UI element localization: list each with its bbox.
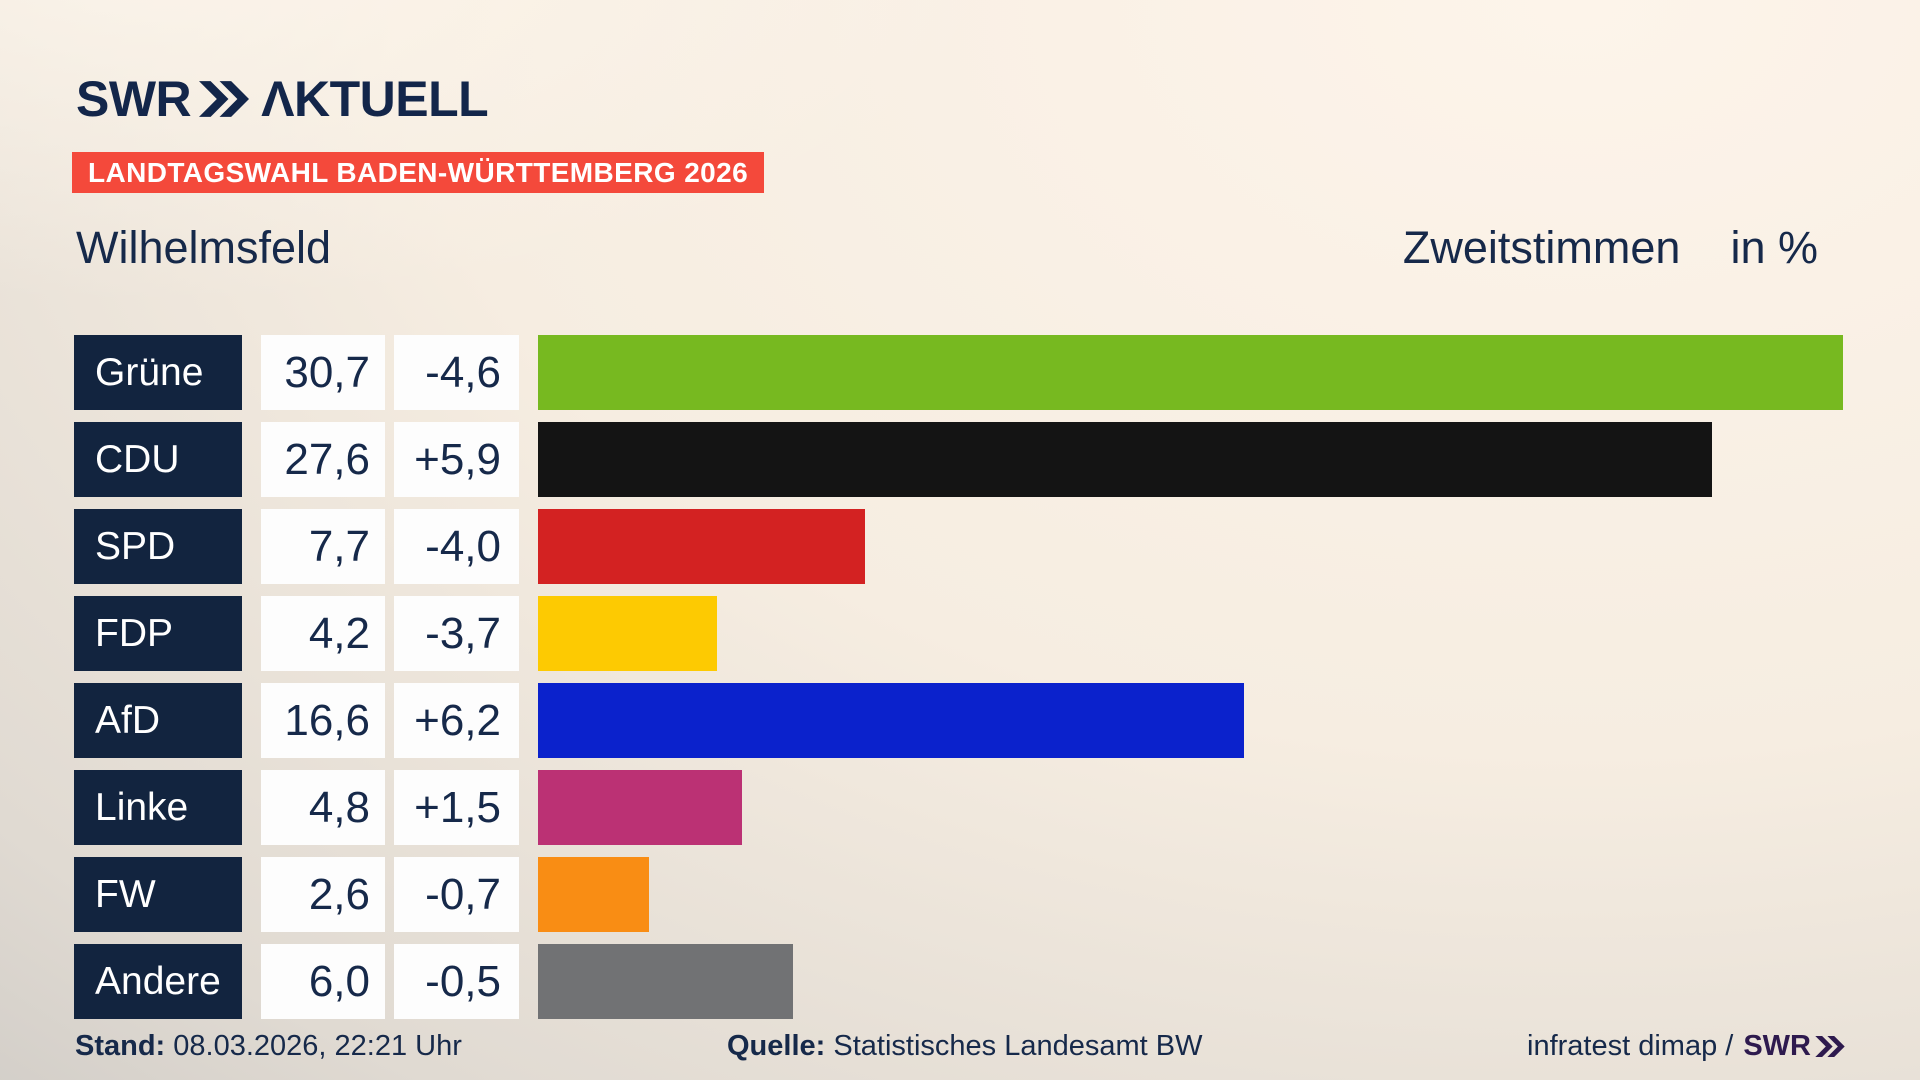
credit-text: infratest dimap /: [1527, 1030, 1734, 1062]
party-diff: -0,7: [394, 857, 519, 932]
chart-row-afd: AfD 16,6 +6,2: [74, 683, 1920, 758]
party-diff: -4,0: [394, 509, 519, 584]
results-bar-chart: Grüne 30,7 -4,6 CDU 27,6 +5,9 SPD 7,7 -4…: [74, 335, 1920, 1031]
swr-credit-logo-text: SWR: [1743, 1030, 1811, 1062]
party-label: CDU: [74, 422, 242, 497]
bar-track: [538, 683, 1920, 758]
source-value: Statistisches Landesamt BW: [833, 1030, 1203, 1062]
aktuell-logo-text: ΛKTUELL: [261, 71, 489, 127]
party-label: SPD: [74, 509, 242, 584]
party-value: 6,0: [261, 944, 385, 1019]
municipality-title: Wilhelmsfeld: [76, 222, 332, 273]
timestamp-value: 08.03.2026, 22:21 Uhr: [173, 1030, 462, 1062]
party-bar: [538, 944, 794, 1019]
party-diff: -4,6: [394, 335, 519, 410]
party-label: FDP: [74, 596, 242, 671]
swr-logo-text: SWR: [76, 71, 192, 127]
party-value: 7,7: [261, 509, 385, 584]
chart-row-gruene: Grüne 30,7 -4,6: [74, 335, 1920, 410]
party-bar: [538, 335, 1844, 410]
party-value: 27,6: [261, 422, 385, 497]
swr-aktuell-logo: SWR ΛKTUELL: [76, 70, 489, 128]
party-label: Andere: [74, 944, 242, 1019]
swr-credit-logo: SWR: [1743, 1030, 1845, 1063]
party-value: 2,6: [261, 857, 385, 932]
party-bar: [538, 857, 649, 932]
party-bar: [538, 509, 866, 584]
party-label: Grüne: [74, 335, 242, 410]
chart-row-fw: FW 2,6 -0,7: [74, 857, 1920, 932]
bar-track: [538, 596, 1920, 671]
source-label: Quelle:: [727, 1030, 826, 1062]
party-diff: -0,5: [394, 944, 519, 1019]
party-diff: +6,2: [394, 683, 519, 758]
bar-track: [538, 335, 1920, 410]
timestamp: Stand: 08.03.2026, 22:21 Uhr: [75, 1030, 462, 1063]
party-value: 4,2: [261, 596, 385, 671]
measure-unit: in %: [1730, 222, 1818, 273]
party-diff: +5,9: [394, 422, 519, 497]
party-bar: [538, 596, 717, 671]
bar-track: [538, 770, 1920, 845]
election-banner: LANDTAGSWAHL BADEN-WÜRTTEMBERG 2026: [72, 152, 765, 193]
bar-track: [538, 509, 1920, 584]
party-value: 30,7: [261, 335, 385, 410]
party-value: 16,6: [261, 683, 385, 758]
party-label: Linke: [74, 770, 242, 845]
timestamp-label: Stand:: [75, 1030, 166, 1062]
party-bar: [538, 422, 1712, 497]
chart-row-andere: Andere 6,0 -0,5: [74, 944, 1920, 1019]
bar-track: [538, 857, 1920, 932]
party-diff: -3,7: [394, 596, 519, 671]
chart-row-spd: SPD 7,7 -4,0: [74, 509, 1920, 584]
source: Quelle: Statistisches Landesamt BW: [727, 1030, 1202, 1063]
chart-row-cdu: CDU 27,6 +5,9: [74, 422, 1920, 497]
party-bar: [538, 683, 1244, 758]
bar-track: [538, 944, 1920, 1019]
measure-title: Zweitstimmen in %: [1403, 222, 1818, 274]
party-label: FW: [74, 857, 242, 932]
swr-credit-chevrons-icon: [1815, 1036, 1845, 1057]
swr-logo-chevrons-icon: [199, 81, 250, 117]
chart-row-linke: Linke 4,8 +1,5: [74, 770, 1920, 845]
party-value: 4,8: [261, 770, 385, 845]
chart-row-fdp: FDP 4,2 -3,7: [74, 596, 1920, 671]
credit: infratest dimap / SWR: [1527, 1030, 1845, 1063]
party-label: AfD: [74, 683, 242, 758]
party-bar: [538, 770, 743, 845]
measure-label: Zweitstimmen: [1402, 222, 1681, 273]
party-diff: +1,5: [394, 770, 519, 845]
bar-track: [538, 422, 1920, 497]
